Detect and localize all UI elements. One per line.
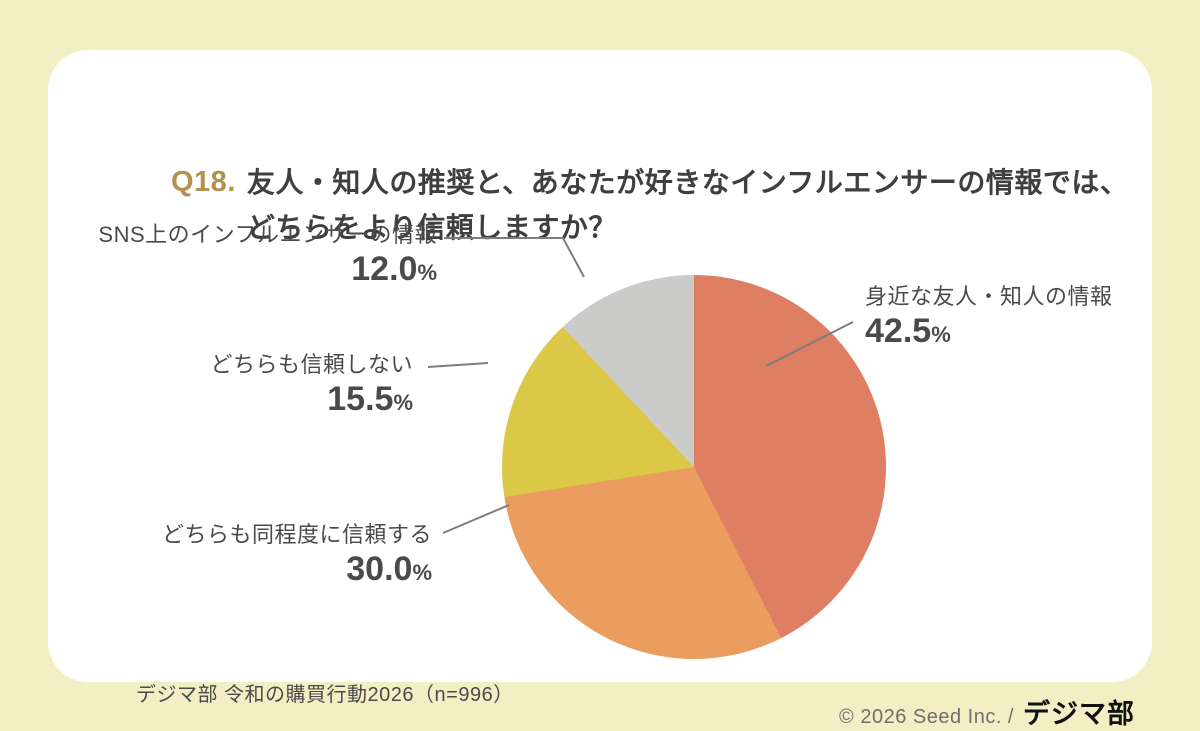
slice-value: 30.0% bbox=[160, 550, 432, 592]
question-title: Q18. 友人・知人の推奨と、あなたが好きなインフルエンサーの情報では、 どちら… bbox=[171, 160, 1128, 250]
question-number: Q18. bbox=[171, 166, 236, 198]
slice-value: 12.0% bbox=[85, 250, 437, 292]
slice-label: SNS上のインフルエンサーの情報 bbox=[98, 222, 437, 247]
percent-sign: % bbox=[931, 322, 951, 347]
pie-chart bbox=[502, 275, 886, 659]
slice-value-number: 42.5 bbox=[865, 312, 932, 350]
source-note: デジマ部 令和の購買行動2026（n=996） bbox=[136, 684, 514, 706]
percent-sign: % bbox=[412, 560, 432, 585]
slice-label: どちらも信頼しない bbox=[210, 352, 413, 377]
slice-value: 15.5% bbox=[160, 380, 413, 422]
slice-callout-trust-both-equally: どちらも同程度に信頼する 30.0% bbox=[160, 521, 432, 592]
slice-label: 身近な友人・知人の情報 bbox=[865, 284, 1113, 309]
slice-callout-friends-info: 身近な友人・知人の情報 42.5% bbox=[865, 283, 1165, 354]
dejimabu-logo: デジマ部 bbox=[1023, 699, 1135, 729]
footer: © 2026 Seed Inc. / デジマ部 bbox=[839, 692, 1135, 731]
slice-value-number: 15.5 bbox=[327, 380, 394, 418]
slice-callout-sns-influencer: SNS上のインフルエンサーの情報 12.0% bbox=[85, 221, 437, 292]
percent-sign: % bbox=[417, 260, 437, 285]
copyright-text: © 2026 Seed Inc. / bbox=[839, 706, 1014, 728]
chart-card: Q18. 友人・知人の推奨と、あなたが好きなインフルエンサーの情報では、 どちら… bbox=[48, 50, 1152, 706]
percent-sign: % bbox=[393, 390, 413, 415]
slice-label: どちらも同程度に信頼する bbox=[161, 522, 432, 547]
slice-callout-trust-neither: どちらも信頼しない 15.5% bbox=[160, 351, 413, 422]
slice-value: 42.5% bbox=[865, 312, 1165, 354]
question-text-line1: 友人・知人の推奨と、あなたが好きなインフルエンサーの情報では、 bbox=[246, 167, 1129, 198]
slice-value-number: 30.0 bbox=[346, 550, 413, 588]
slice-value-number: 12.0 bbox=[351, 250, 418, 288]
